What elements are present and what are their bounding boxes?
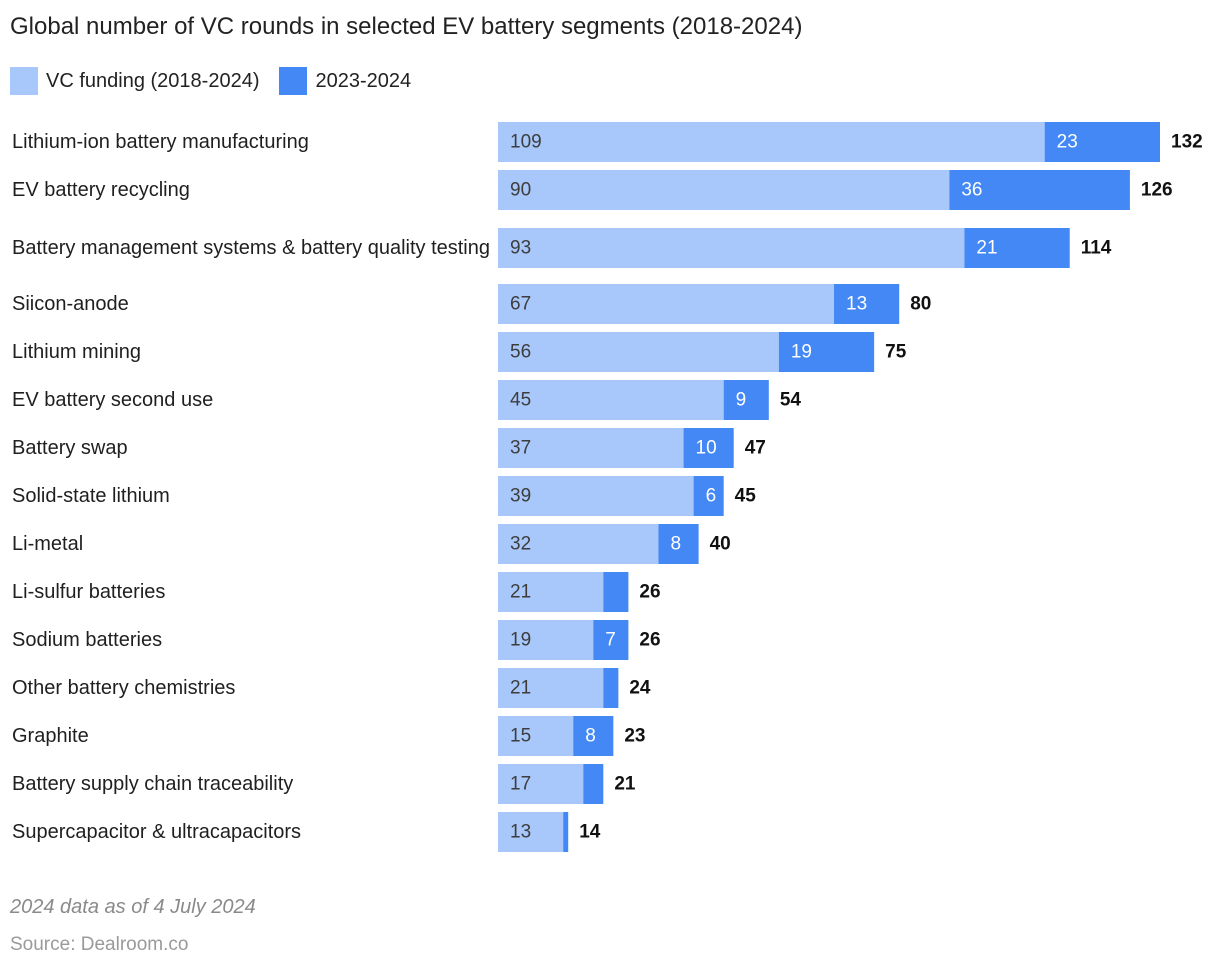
- bar-total-label-li-sulfur-batteries: 26: [639, 582, 660, 603]
- source-note: Source: Dealroom.co: [10, 934, 189, 955]
- bar-total-label-li-metal: 40: [710, 534, 731, 555]
- bar-segment-vc-funding-siicon-anode[interactable]: [498, 284, 835, 324]
- bar-value-label-vc-funding-ev-battery-second-use: 45: [510, 390, 531, 411]
- bar-segment-2023-2024-sodium-batteries[interactable]: [593, 620, 629, 660]
- bar-segment-vc-funding-li-metal[interactable]: [498, 524, 659, 564]
- bar-segment-2023-2024-lithium-ion-battery-manufacturing[interactable]: [1044, 122, 1160, 162]
- bar-segment-2023-2024-graphite[interactable]: [573, 716, 614, 756]
- bar-segment-vc-funding-battery-supply-chain-traceability[interactable]: [498, 764, 584, 804]
- category-label-li-sulfur-batteries: Li-sulfur batteries: [12, 581, 165, 603]
- bar-value-label-2023-2024-ev-battery-second-use: 9: [736, 390, 747, 411]
- bar-segment-2023-2024-battery-supply-chain-traceability[interactable]: [583, 764, 604, 804]
- legend: VC funding (2018-2024) 2023-2024: [10, 66, 431, 96]
- bar-segment-2023-2024-battery-swap[interactable]: [683, 428, 734, 468]
- bar-segment-vc-funding-battery-management-systems-battery-quality-testing[interactable]: [498, 228, 965, 268]
- bar-segment-2023-2024-ev-battery-second-use[interactable]: [723, 380, 769, 420]
- bar-segment-vc-funding-other-battery-chemistries[interactable]: [498, 668, 604, 708]
- bar-segment-vc-funding-lithium-ion-battery-manufacturing[interactable]: [498, 122, 1045, 162]
- bar-value-label-vc-funding-battery-management-systems-battery-quality-testing: 93: [510, 238, 531, 259]
- bar-value-label-vc-funding-lithium-mining: 56: [510, 342, 531, 363]
- bar-total-label-other-battery-chemistries: 24: [629, 678, 651, 699]
- bar-total-label-ev-battery-recycling: 126: [1141, 180, 1173, 201]
- bar-value-label-2023-2024-graphite: 8: [585, 726, 596, 747]
- bar-segment-2023-2024-solid-state-lithium[interactable]: [693, 476, 724, 516]
- bar-value-label-2023-2024-solid-state-lithium: 6: [706, 486, 717, 507]
- bar-total-label-lithium-ion-battery-manufacturing: 132: [1171, 132, 1203, 153]
- bar-segment-vc-funding-sodium-batteries[interactable]: [498, 620, 594, 660]
- legend-swatch-2023-2024: [279, 67, 308, 95]
- bar-segment-2023-2024-battery-management-systems-battery-quality-testing[interactable]: [964, 228, 1070, 268]
- bar-value-label-2023-2024-lithium-ion-battery-manufacturing: 23: [1057, 132, 1078, 153]
- legend-label-vc-funding: VC funding (2018-2024): [46, 69, 260, 92]
- category-label-solid-state-lithium: Solid-state lithium: [12, 485, 170, 507]
- bar-segment-vc-funding-lithium-mining[interactable]: [498, 332, 779, 372]
- bar-total-label-graphite: 23: [624, 726, 645, 747]
- bar-segment-2023-2024-lithium-mining[interactable]: [778, 332, 875, 372]
- category-label-li-metal: Li-metal: [12, 533, 83, 555]
- bar-segment-vc-funding-battery-swap[interactable]: [498, 428, 684, 468]
- bar-value-label-vc-funding-solid-state-lithium: 39: [510, 486, 531, 507]
- bar-segment-vc-funding-solid-state-lithium[interactable]: [498, 476, 694, 516]
- bar-value-label-vc-funding-graphite: 15: [510, 726, 531, 747]
- category-label-other-battery-chemistries: Other battery chemistries: [12, 677, 235, 699]
- bar-total-label-lithium-mining: 75: [885, 342, 907, 363]
- bar-value-label-2023-2024-li-metal: 8: [670, 534, 681, 555]
- bar-value-label-vc-funding-sodium-batteries: 19: [510, 630, 531, 651]
- bar-value-label-vc-funding-li-metal: 32: [510, 534, 531, 555]
- bar-total-label-solid-state-lithium: 45: [735, 486, 757, 507]
- bar-segment-2023-2024-ev-battery-recycling[interactable]: [949, 170, 1130, 210]
- bar-segment-2023-2024-supercapacitor-ultracapacitors[interactable]: [563, 812, 569, 852]
- bar-value-label-2023-2024-siicon-anode: 13: [846, 294, 867, 315]
- chart-title: Global number of VC rounds in selected E…: [10, 13, 803, 40]
- category-label-lithium-mining: Lithium mining: [12, 341, 141, 363]
- category-label-battery-supply-chain-traceability: Battery supply chain traceability: [12, 773, 293, 795]
- bar-segment-2023-2024-li-sulfur-batteries[interactable]: [603, 572, 629, 612]
- bar-chart: Lithium-ion battery manufacturing 109 23 13…: [12, 122, 1203, 852]
- bar-value-label-vc-funding-supercapacitor-ultracapacitors: 13: [510, 822, 531, 843]
- legend-swatch-vc-funding: [10, 67, 38, 95]
- bar-segment-2023-2024-siicon-anode[interactable]: [834, 284, 900, 324]
- bar-value-label-vc-funding-lithium-ion-battery-manufacturing: 109: [510, 132, 542, 153]
- bar-segment-vc-funding-ev-battery-recycling[interactable]: [498, 170, 950, 210]
- legend-item-2023-2024[interactable]: 2023-2024: [279, 67, 411, 95]
- bar-segment-2023-2024-li-metal[interactable]: [658, 524, 699, 564]
- category-label-supercapacitor-ultracapacitors: Supercapacitor & ultracapacitors: [12, 821, 301, 843]
- bar-value-label-vc-funding-battery-swap: 37: [510, 438, 531, 459]
- bar-value-label-2023-2024-battery-management-systems-battery-quality-testing: 21: [976, 238, 997, 259]
- bar-segment-vc-funding-li-sulfur-batteries[interactable]: [498, 572, 604, 612]
- category-label-lithium-ion-battery-manufacturing: Lithium-ion battery manufacturing: [12, 131, 309, 153]
- legend-item-vc-funding[interactable]: VC funding (2018-2024): [10, 67, 259, 95]
- bar-value-label-vc-funding-other-battery-chemistries: 21: [510, 678, 531, 699]
- category-label-ev-battery-second-use: EV battery second use: [12, 389, 213, 411]
- bar-segment-vc-funding-ev-battery-second-use[interactable]: [498, 380, 724, 420]
- bar-segment-2023-2024-other-battery-chemistries[interactable]: [603, 668, 619, 708]
- bar-total-label-battery-swap: 47: [745, 438, 766, 459]
- category-label-graphite: Graphite: [12, 725, 89, 747]
- category-label-battery-management-systems-battery-quality-testing: Battery management systems & battery qua…: [12, 237, 490, 259]
- bar-value-label-vc-funding-ev-battery-recycling: 90: [510, 180, 531, 201]
- footnote: 2024 data as of 4 July 2024: [10, 896, 256, 918]
- bar-value-label-2023-2024-battery-swap: 10: [696, 438, 717, 459]
- bar-value-label-vc-funding-siicon-anode: 67: [510, 294, 531, 315]
- category-label-ev-battery-recycling: EV battery recycling: [12, 179, 190, 201]
- bar-value-label-2023-2024-sodium-batteries: 7: [605, 630, 616, 651]
- bar-total-label-siicon-anode: 80: [910, 294, 931, 315]
- category-label-battery-swap: Battery swap: [12, 437, 128, 459]
- bar-total-label-ev-battery-second-use: 54: [780, 390, 802, 411]
- bar-value-label-2023-2024-ev-battery-recycling: 36: [961, 180, 982, 201]
- category-label-siicon-anode: Siicon-anode: [12, 293, 129, 315]
- category-label-sodium-batteries: Sodium batteries: [12, 629, 162, 651]
- bar-total-label-battery-management-systems-battery-quality-testing: 114: [1081, 238, 1112, 259]
- bar-value-label-vc-funding-li-sulfur-batteries: 21: [510, 582, 531, 603]
- bar-total-label-battery-supply-chain-traceability: 21: [614, 774, 636, 795]
- bar-total-label-sodium-batteries: 26: [639, 630, 660, 651]
- bar-value-label-vc-funding-battery-supply-chain-traceability: 17: [510, 774, 531, 795]
- bar-value-label-2023-2024-lithium-mining: 19: [791, 342, 812, 363]
- bar-segment-vc-funding-graphite[interactable]: [498, 716, 574, 756]
- bar-total-label-supercapacitor-ultracapacitors: 14: [579, 822, 601, 843]
- legend-label-2023-2024: 2023-2024: [315, 69, 412, 92]
- bar-segment-vc-funding-supercapacitor-ultracapacitors[interactable]: [498, 812, 564, 852]
